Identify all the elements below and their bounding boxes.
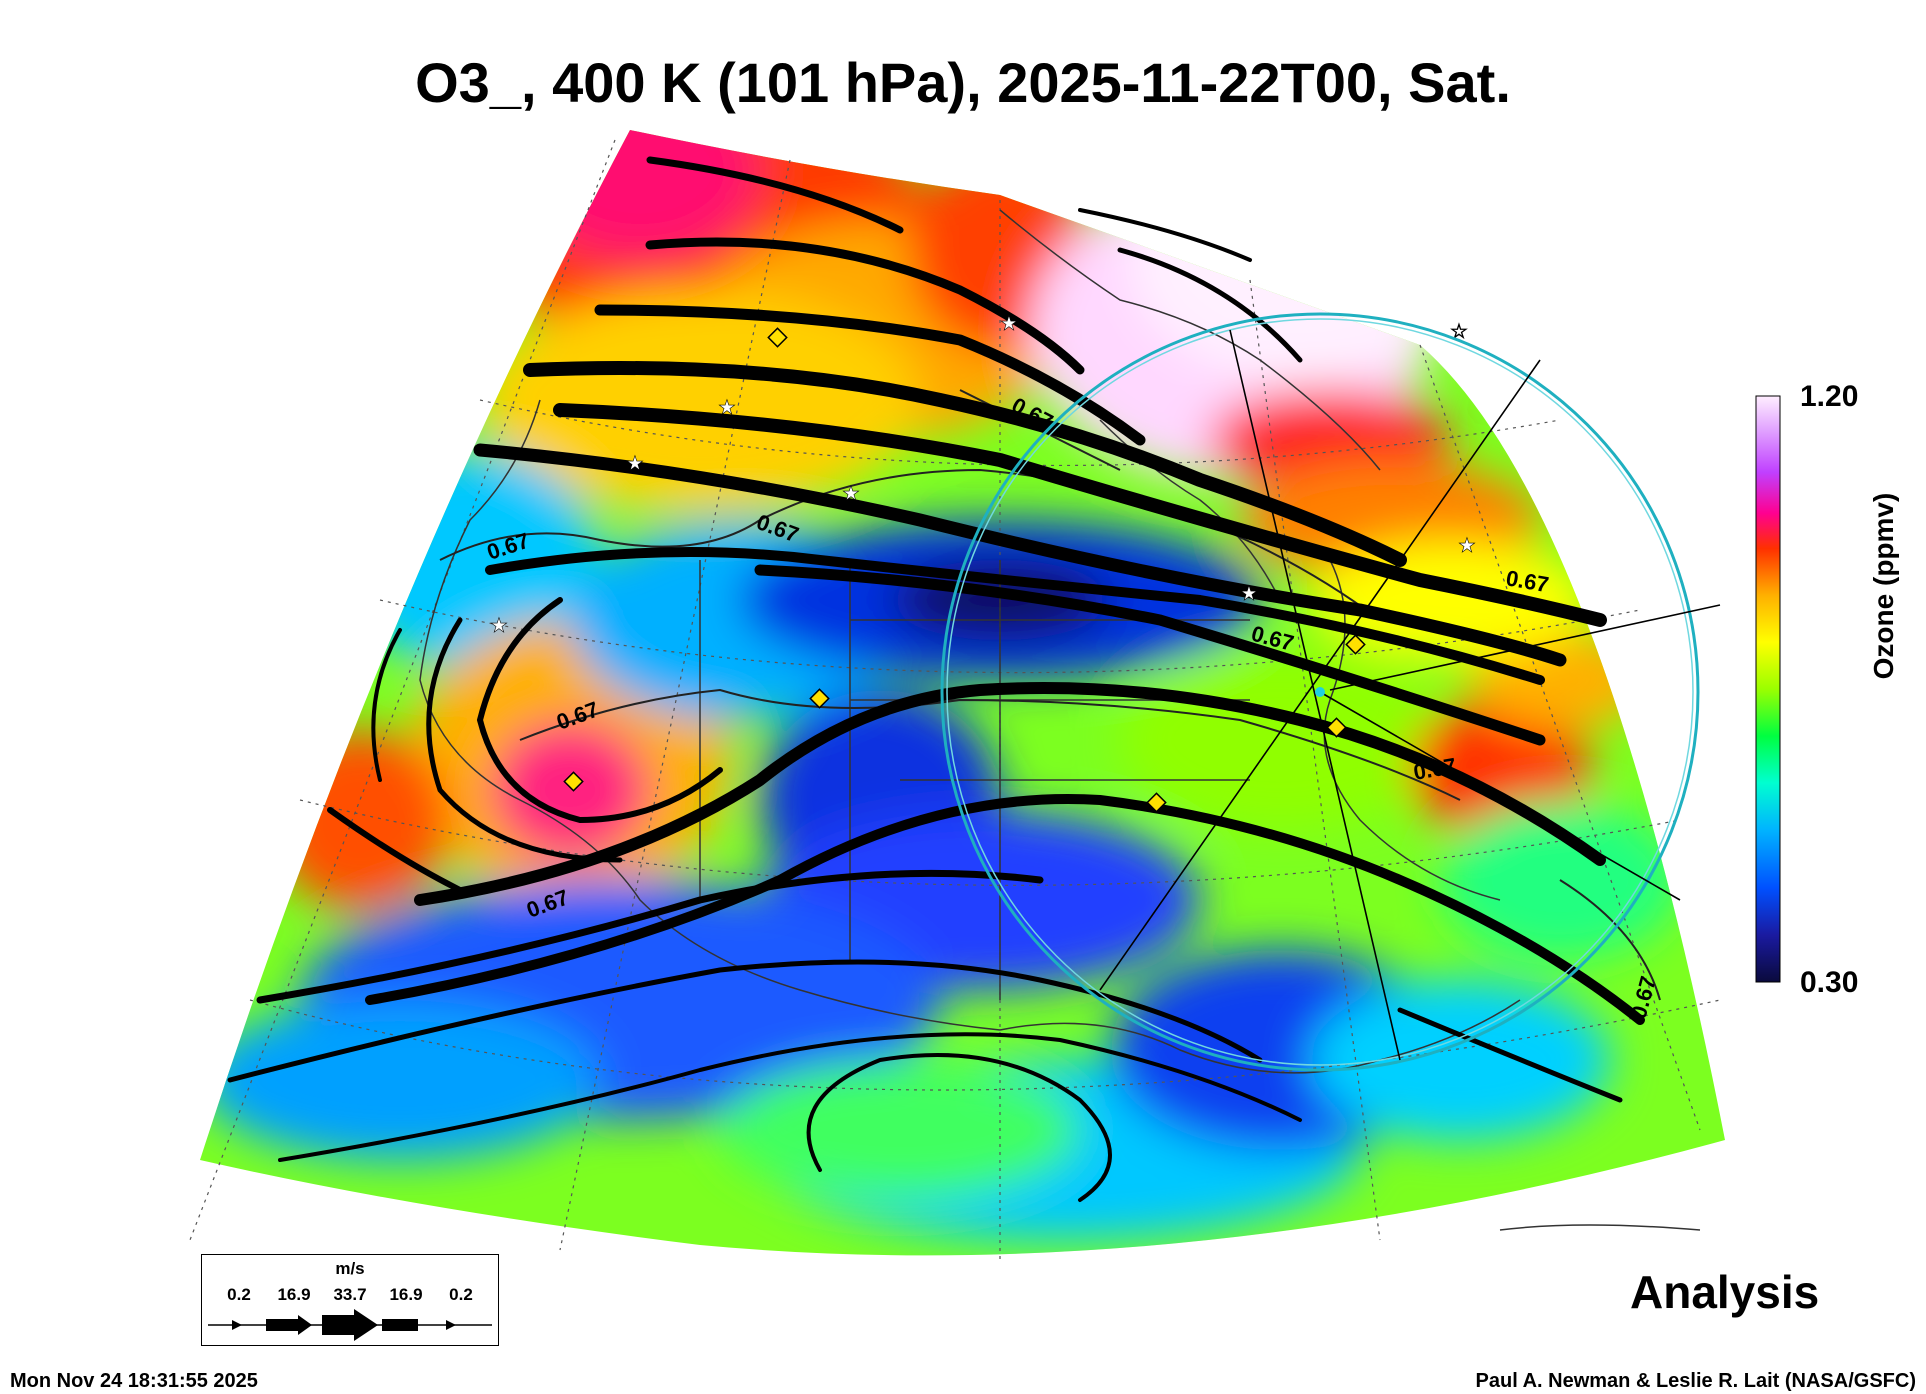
diamond-marker-icon bbox=[563, 771, 584, 792]
wind-arrow-icon bbox=[208, 1309, 492, 1341]
colorbar-min-label: 0.30 bbox=[1800, 966, 1859, 999]
wind-legend-value: 0.2 bbox=[227, 1285, 251, 1304]
star-marker-icon: ★ bbox=[842, 483, 860, 505]
coastlines bbox=[419, 209, 1701, 1231]
star-marker-icon: ★ bbox=[1458, 535, 1476, 557]
diamond-marker-icon bbox=[767, 327, 788, 348]
colorbar bbox=[1755, 395, 1781, 983]
wind-legend-value: 16.9 bbox=[389, 1285, 423, 1304]
star-marker-icon: ★ bbox=[626, 453, 644, 475]
wind-legend-value: 33.7 bbox=[333, 1285, 367, 1304]
wind-legend-unit: m/s bbox=[335, 1259, 365, 1278]
colorbar-max-label: 1.20 bbox=[1800, 380, 1859, 413]
star-marker-icon: ★ bbox=[1240, 583, 1258, 605]
diamond-marker-icon bbox=[1345, 634, 1366, 655]
vortex-ring bbox=[940, 312, 1721, 1072]
streamlines bbox=[227, 156, 1645, 1202]
star-marker-icon: ★ bbox=[718, 397, 736, 419]
timestamp: Mon Nov 24 18:31:55 2025 bbox=[10, 1370, 258, 1392]
star-marker-icon: ★ bbox=[1000, 313, 1018, 335]
credit-line: Paul A. Newman & Leslie R. Lait (NASA/GS… bbox=[1475, 1370, 1916, 1392]
wind-legend-value: 16.9 bbox=[277, 1285, 311, 1304]
page-title: O3_, 400 K (101 hPa), 2025-11-22T00, Sat… bbox=[415, 51, 1511, 114]
colorbar-title: Ozone (ppmv) bbox=[1868, 492, 1899, 680]
wind-legend-value: 0.2 bbox=[449, 1285, 473, 1304]
diamond-marker-icon bbox=[809, 688, 830, 709]
wind-legend: m/s 0.2 16.9 33.7 16.9 0.2 bbox=[201, 1254, 499, 1346]
diamond-marker-icon bbox=[1146, 792, 1167, 813]
star-marker-icon: ★ bbox=[490, 615, 508, 637]
diamond-marker-icon bbox=[1326, 717, 1347, 738]
analysis-label: Analysis bbox=[1630, 1266, 1820, 1318]
